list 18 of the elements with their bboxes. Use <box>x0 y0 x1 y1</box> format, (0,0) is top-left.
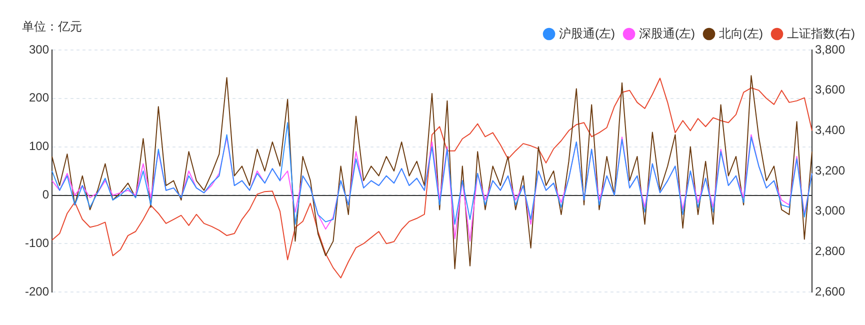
legend-label: 深股通(左) <box>639 26 696 40</box>
y-tick-label: 100 <box>28 139 50 154</box>
y2-tick-label: 2,800 <box>815 244 846 258</box>
y-tick-label: 200 <box>28 90 50 105</box>
y2-tick-label: 3,000 <box>815 204 846 218</box>
y2-tick-label: 3,200 <box>815 163 846 178</box>
y-tick-label: 0 <box>42 188 50 202</box>
y2-tick-label: 3,800 <box>815 42 846 56</box>
legend-label: 上证指数(右) <box>787 26 856 40</box>
legend-label: 北向(左) <box>719 26 764 40</box>
y2-tick-label: 3,400 <box>815 122 846 137</box>
y-tick-label: 300 <box>28 42 50 56</box>
y2-tick-label: 2,600 <box>815 284 846 298</box>
legend-label: 沪股通(左) <box>559 26 616 40</box>
y-tick-label: -200 <box>24 284 50 298</box>
y-axis-title: 单位：亿元 <box>22 19 82 34</box>
y-tick-label: -100 <box>24 236 50 250</box>
y2-tick-label: 3,600 <box>815 82 846 97</box>
